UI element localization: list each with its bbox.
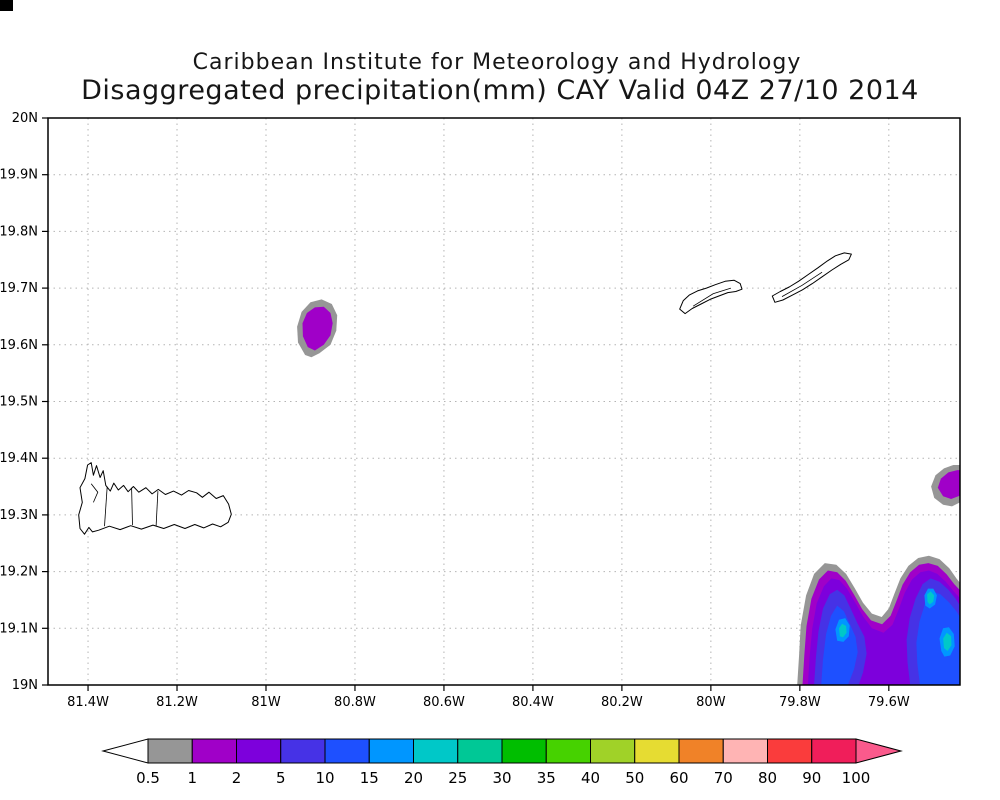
y-axis-tick-label: 19.7N (0, 281, 38, 296)
x-axis-tick-label: 80.2W (601, 695, 643, 710)
colorbar-tick-label: 30 (492, 769, 511, 787)
colorbar-segment (634, 738, 680, 764)
precip-contour-southeast-west-lobe-20mm (839, 623, 847, 638)
colorbar-segment (811, 738, 857, 764)
colorbar-segment (413, 738, 459, 764)
precip-contour-southeast-corner-20mm (943, 632, 952, 651)
colorbar-tick-label: 35 (537, 769, 556, 787)
grand-cayman-district-line-1 (104, 486, 108, 527)
grand-cayman-district-line-3 (155, 491, 159, 527)
colorbar-left-arrow (101, 738, 149, 764)
island-cayman-brac (771, 252, 852, 303)
colorbar-segment (280, 738, 326, 764)
colorbar-tick-label: 50 (625, 769, 644, 787)
x-axis-tick-label: 81.4W (67, 695, 109, 710)
x-axis-tick-label: 80.6W (423, 695, 465, 710)
y-axis-tick-label: 19.8N (0, 224, 38, 239)
y-axis-tick-label: 19.6N (0, 338, 38, 353)
colorbar-tick-label: 100 (842, 769, 871, 787)
colorbar-segment (590, 738, 636, 764)
y-axis-tick-label: 19N (12, 678, 38, 693)
precip-contour-southeast-east-lobe-20mm (927, 591, 935, 605)
colorbar-segment (678, 738, 724, 764)
precip-contour-southeast-east-lobe-10mm (916, 591, 960, 685)
colorbar-tick-label: 1 (188, 769, 198, 787)
x-axis-tick-label: 81W (251, 695, 281, 710)
y-axis-tick-label: 20N (12, 111, 38, 126)
cayman-brac-interior-line (781, 271, 823, 297)
colorbar-segment (722, 738, 768, 764)
y-axis-tick-label: 19.3N (0, 508, 38, 523)
y-axis-tick-label: 19.4N (0, 451, 38, 466)
x-axis-tick-label: 80W (696, 695, 726, 710)
colorbar-tick-label: 10 (315, 769, 334, 787)
colorbar-tick-label: 20 (404, 769, 423, 787)
colorbar-segment (501, 738, 547, 764)
colorbar-right-arrow (855, 738, 903, 764)
colorbar-segment (545, 738, 591, 764)
colorbar-segment (324, 738, 370, 764)
colorbar-segment (147, 738, 193, 764)
colorbar-tick-label: 5 (276, 769, 286, 787)
colorbar-tick-label: 2 (232, 769, 242, 787)
colorbar-tick-label: 15 (360, 769, 379, 787)
colorbar-legend: 0.5 1 2 5 10 15 20 25 30 35 40 50 60 70 80 90 100 (101, 738, 903, 787)
x-axis-tick-label: 81.2W (156, 695, 198, 710)
colorbar-tick-label: 0.5 (136, 769, 160, 787)
grid-layer (48, 118, 960, 685)
colorbar-segment (236, 738, 282, 764)
x-axis-tick-label: 79.6W (868, 695, 910, 710)
colorbar-segment (368, 738, 414, 764)
colorbar-tick-label: 25 (448, 769, 467, 787)
y-axis-tick-label: 19.1N (0, 621, 38, 636)
colorbar-tick-label: 90 (802, 769, 821, 787)
chart-title: Caribbean Institute for Meteorology and … (193, 50, 802, 75)
little-cayman-interior-line (692, 287, 732, 307)
x-axis-tick-label: 80.8W (334, 695, 376, 710)
y-axis-tick-label: 19.2N (0, 565, 38, 580)
colorbar-tick-label: 80 (758, 769, 777, 787)
precip-contour-west-cell-1mm (302, 306, 333, 351)
grand-cayman-district-line-2 (131, 487, 133, 526)
x-axis-tick-label: 79.8W (779, 695, 821, 710)
chart-subtitle: Disaggregated precipitation(mm) CAY Vali… (81, 75, 919, 106)
grand-cayman-district-line-4 (90, 483, 99, 503)
map-layer (78, 252, 960, 685)
x-axis-tick-label: 80.4W (512, 695, 554, 710)
colorbar-tick-label: 40 (581, 769, 600, 787)
y-axis-tick-label: 19.5N (0, 395, 38, 410)
corner-artifact (0, 0, 13, 11)
y-axis-tick-label: 19.9N (0, 168, 38, 183)
colorbar-tick-label: 60 (669, 769, 688, 787)
colorbar-segment (767, 738, 813, 764)
colorbar-segment (191, 738, 237, 764)
precip-contour-east-edge-cell-1mm (937, 470, 960, 499)
colorbar-tick-label: 70 (714, 769, 733, 787)
island-grand-cayman (78, 462, 232, 535)
colorbar-segment (457, 738, 503, 764)
island-little-cayman (679, 279, 743, 315)
